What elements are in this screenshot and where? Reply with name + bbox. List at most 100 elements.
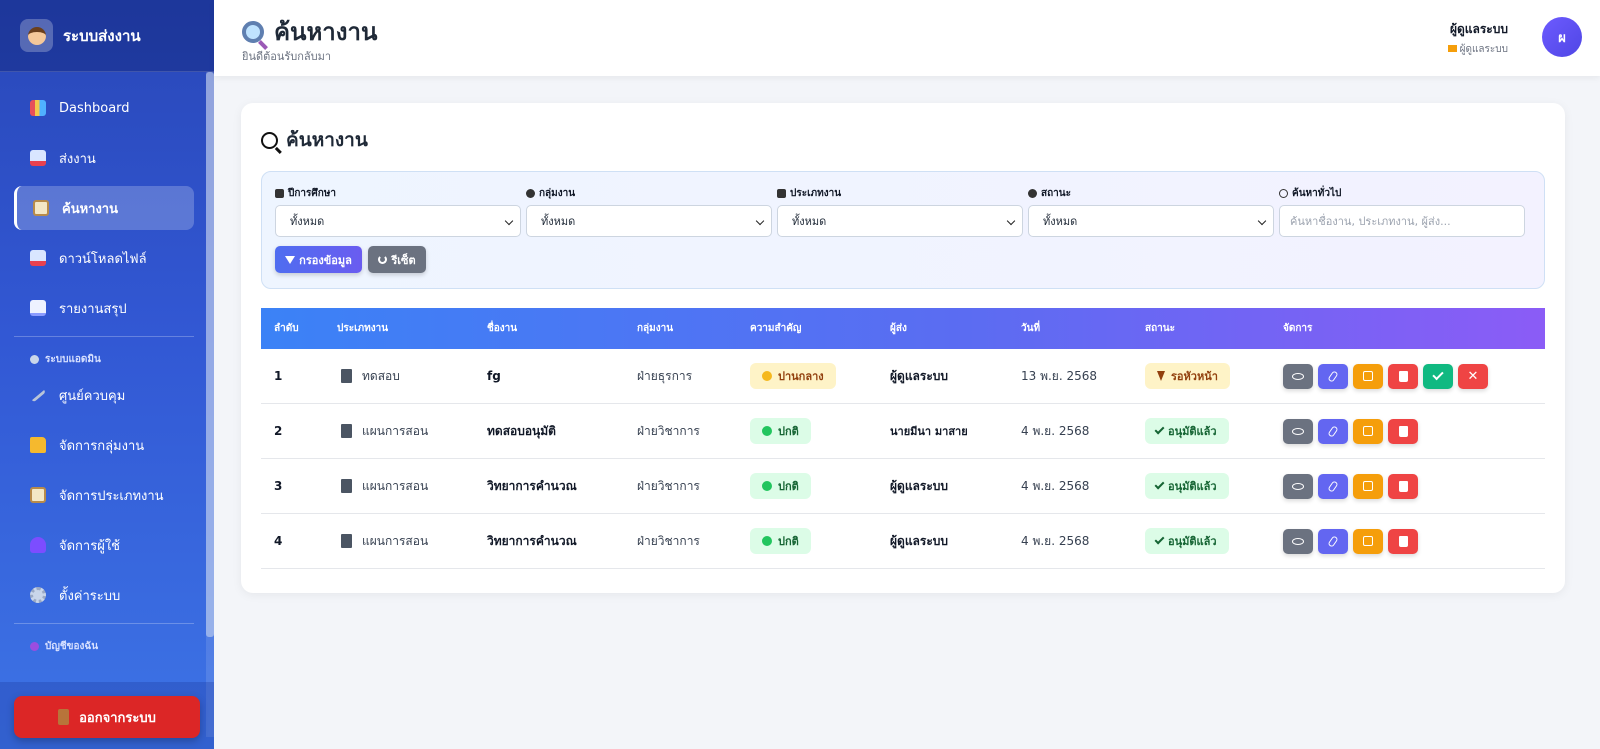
priority-badge: ปานกลาง: [750, 363, 836, 389]
edit-button[interactable]: [1353, 528, 1383, 554]
status-select-value: ทั้งหมด: [1043, 215, 1078, 228]
trash-icon: [1398, 370, 1408, 382]
filter-label: กลุ่มงาน: [526, 185, 772, 201]
page-title-text: ค้นหางาน: [274, 18, 378, 46]
group-select[interactable]: ทั้งหมด: [526, 205, 772, 237]
edit-button[interactable]: [1353, 418, 1383, 444]
filter-label-text: สถานะ: [1041, 187, 1071, 199]
filter-button[interactable]: กรองข้อมูล: [275, 246, 362, 273]
priority-badge: ปกติ: [750, 418, 811, 444]
row-type-text: แผนการสอน: [362, 478, 429, 493]
attachment-button[interactable]: [1318, 418, 1348, 444]
year-select[interactable]: ทั้งหมด: [275, 205, 521, 237]
row-date: 13 พ.ย. 2568: [1021, 368, 1098, 383]
view-button[interactable]: [1283, 418, 1313, 444]
column-header: จัดการ: [1283, 323, 1313, 334]
row-date: 4 พ.ย. 2568: [1021, 533, 1090, 548]
table-header: ลำดับ ประเภทงาน ชื่องาน กลุ่มงาน ความสำค…: [261, 308, 1545, 349]
view-button[interactable]: [1283, 473, 1313, 499]
year-select-value: ทั้งหมด: [290, 215, 325, 228]
sidebar-item-download[interactable]: ดาวน์โหลดไฟล์: [14, 236, 194, 280]
reset-button[interactable]: รีเซ็ต: [368, 246, 426, 273]
row-priority: ปกติ: [750, 459, 811, 513]
row-actions: [1283, 514, 1418, 568]
edit-button[interactable]: [1353, 473, 1383, 499]
sidebar-scrollbar-thumb[interactable]: [206, 72, 214, 637]
status-badge: รอหัวหน้า: [1145, 363, 1230, 389]
attachment-button[interactable]: [1318, 528, 1348, 554]
filter-label-text: ประเภทงาน: [790, 187, 842, 199]
paperclip-icon: [1327, 424, 1339, 438]
row-number: 1: [274, 369, 283, 383]
sidebar-scrollbar[interactable]: [206, 72, 214, 737]
delete-button[interactable]: [1388, 528, 1418, 554]
status-select[interactable]: ทั้งหมด: [1028, 205, 1274, 237]
row-group: ฝ่ายวิชาการ: [637, 533, 700, 548]
row-priority: ปกติ: [750, 404, 811, 458]
sidebar-item-submit[interactable]: ส่งงาน: [14, 136, 194, 180]
brand-title: ระบบส่งงาน: [63, 26, 141, 45]
edit-button[interactable]: [1353, 363, 1383, 389]
reject-button[interactable]: ✕: [1458, 363, 1488, 389]
status-badge: อนุมัติแล้ว: [1145, 528, 1229, 554]
avatar[interactable]: ผ: [1542, 17, 1582, 57]
row-status: อนุมัติแล้ว: [1145, 459, 1229, 513]
row-status: อนุมัติแล้ว: [1145, 514, 1229, 568]
chevron-down-icon: [1257, 216, 1267, 226]
calendar-icon: [275, 188, 284, 198]
row-sender: ผู้ดูแลระบบ: [890, 478, 949, 493]
attachment-button[interactable]: [1318, 363, 1348, 389]
attachment-button[interactable]: [1318, 473, 1348, 499]
sidebar: ระบบส่งงาน Dashboard ส่งงาน ค้นหางาน ดาว…: [0, 0, 214, 749]
sidebar-item-manage-users[interactable]: จัดการผู้ใช้: [14, 523, 194, 567]
close-icon: ✕: [1467, 368, 1479, 384]
sidebar-item-report[interactable]: รายงานสรุป: [14, 286, 194, 330]
type-select[interactable]: ทั้งหมด: [777, 205, 1023, 237]
sidebar-item-label: จัดการผู้ใช้: [59, 538, 121, 554]
sidebar-brand[interactable]: ระบบส่งงาน: [0, 0, 214, 72]
view-button[interactable]: [1283, 528, 1313, 554]
logout-button[interactable]: ออกจากระบบ: [14, 696, 200, 738]
view-button[interactable]: [1283, 363, 1313, 389]
sidebar-item-search[interactable]: ค้นหางาน: [14, 186, 194, 230]
file-icon: [341, 479, 352, 493]
trash-icon: [1398, 535, 1408, 547]
approve-button[interactable]: [1423, 363, 1453, 389]
row-priority: ปานกลาง: [750, 349, 836, 403]
user-info[interactable]: ผู้ดูแลระบบ ผู้ดูแลระบบ: [1447, 20, 1508, 57]
delete-button[interactable]: [1388, 363, 1418, 389]
eye-icon: [1292, 427, 1304, 435]
search-input[interactable]: [1279, 205, 1525, 237]
chevron-down-icon: [1006, 216, 1016, 226]
logout-label: ออกจากระบบ: [79, 710, 156, 726]
delete-button[interactable]: [1388, 473, 1418, 499]
page-subtitle: ยินดีต้อนรับกลับมา: [242, 50, 332, 63]
search-icon: [261, 131, 278, 149]
chart-icon: [30, 100, 46, 116]
door-icon: [58, 709, 70, 725]
filter-button-label: กรองข้อมูล: [299, 253, 352, 267]
group-select-value: ทั้งหมด: [541, 215, 576, 228]
sidebar-item-label: จัดการประเภทงาน: [59, 488, 164, 504]
sidebar-item-manage-groups[interactable]: จัดการกลุ่มงาน: [14, 423, 194, 467]
check-icon: [1432, 368, 1444, 381]
sidebar-item-control-center[interactable]: ศูนย์ควบคุม: [14, 373, 194, 417]
row-number: 2: [274, 424, 283, 438]
sidebar-item-manage-types[interactable]: จัดการประเภทงาน: [14, 473, 194, 517]
priority-text: ปกติ: [778, 480, 799, 493]
yellow-dot-icon: [762, 371, 772, 381]
row-type: แผนการสอน: [341, 404, 428, 458]
priority-text: ปกติ: [778, 425, 799, 438]
eye-icon: [1292, 482, 1304, 490]
status-text: อนุมัติแล้ว: [1168, 480, 1217, 493]
user-role-text: ผู้ดูแลระบบ: [1459, 44, 1508, 55]
inbox-icon: [30, 150, 46, 166]
reset-button-label: รีเซ็ต: [391, 253, 416, 267]
delete-button[interactable]: [1388, 418, 1418, 444]
row-type: แผนการสอน: [341, 459, 428, 513]
user-name: ผู้ดูแลระบบ: [1449, 22, 1508, 36]
sidebar-item-dashboard[interactable]: Dashboard: [14, 86, 194, 130]
sidebar-item-settings[interactable]: ตั้งค่าระบบ: [14, 573, 194, 617]
chevron-down-icon: [755, 216, 765, 226]
row-group: ฝ่ายวิชาการ: [637, 478, 700, 493]
